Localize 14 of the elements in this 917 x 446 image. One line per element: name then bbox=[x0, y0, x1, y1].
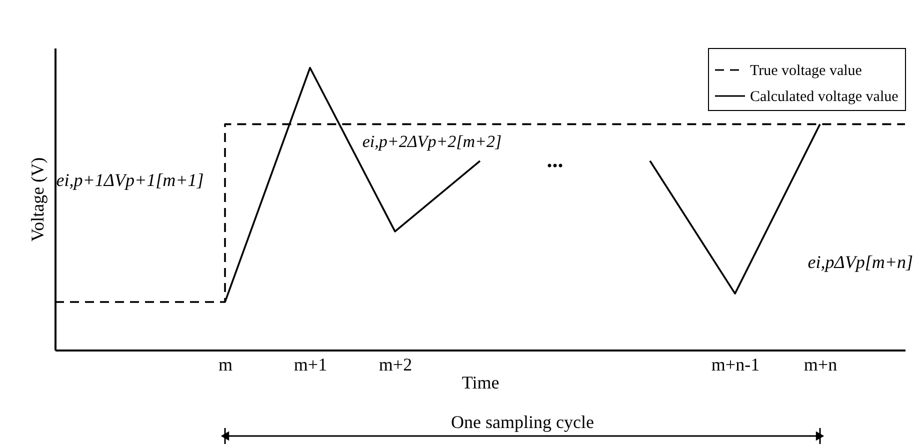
text: One sampling cycle bbox=[451, 412, 594, 432]
y-axis-title: Voltage (V) bbox=[28, 157, 48, 242]
x-tick-label: m+n bbox=[804, 354, 838, 374]
legend-label: True voltage value bbox=[750, 63, 862, 79]
legend-label: Calculated voltage value bbox=[750, 89, 899, 105]
annotation: ei,p+2ΔVp+2[m+2] bbox=[362, 132, 502, 151]
annotation: ei,p+1ΔVp+1[m+1] bbox=[56, 170, 204, 190]
annotation: ... bbox=[546, 147, 564, 172]
x-axis-title: Time bbox=[462, 372, 500, 392]
x-tick-label: m+1 bbox=[294, 354, 328, 374]
x-tick-label: m+2 bbox=[378, 354, 412, 374]
annotation: ei,pΔVp[m+n] bbox=[808, 252, 913, 272]
x-tick-label: m bbox=[218, 354, 233, 374]
x-tick-label: m+n-1 bbox=[711, 354, 760, 374]
